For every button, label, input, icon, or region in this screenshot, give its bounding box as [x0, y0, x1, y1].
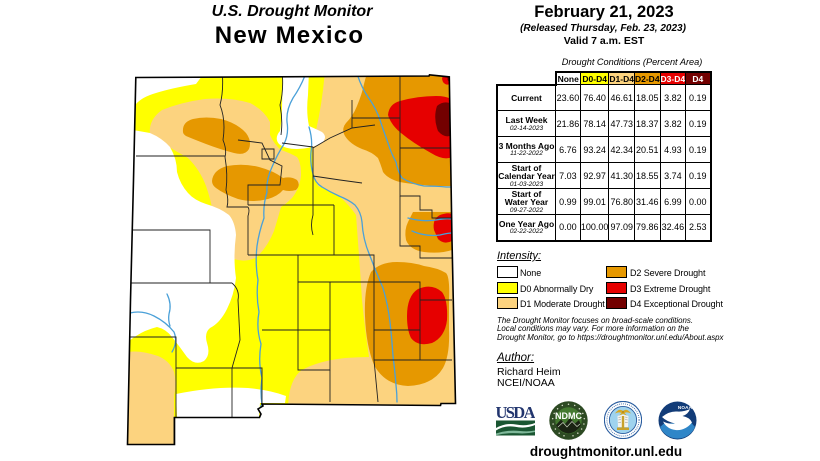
svg-text:NOAA: NOAA [678, 405, 693, 410]
svg-text:USDA: USDA [496, 405, 535, 422]
svg-text:NDMC: NDMC [555, 411, 582, 421]
